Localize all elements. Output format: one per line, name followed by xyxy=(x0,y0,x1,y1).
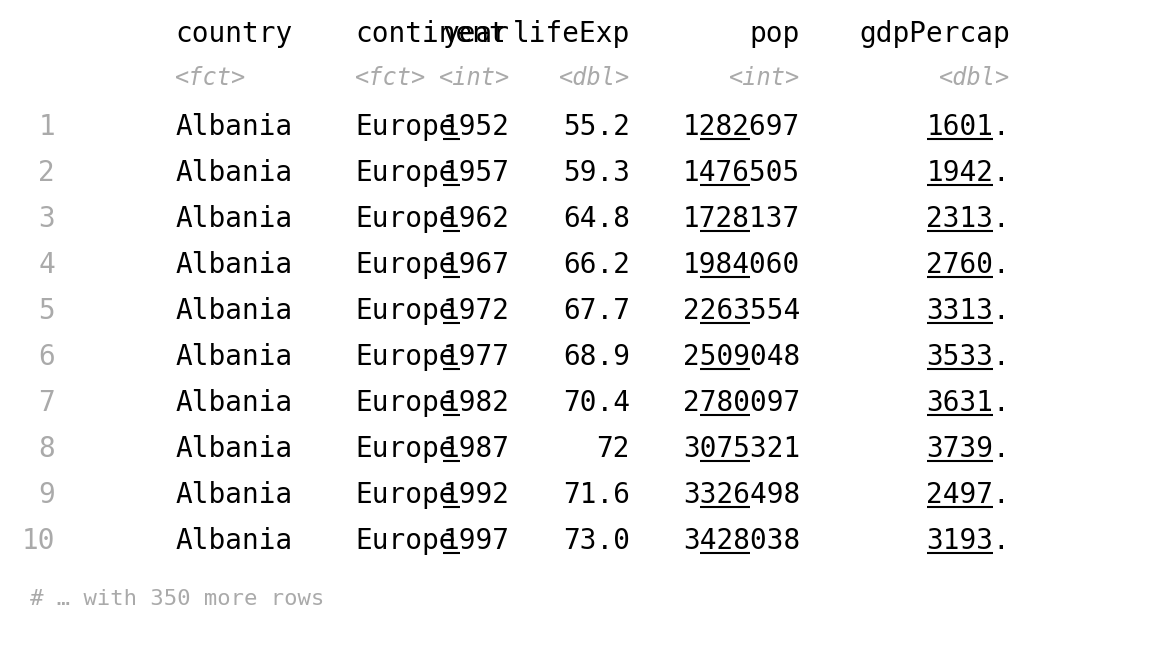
Text: 1942.: 1942. xyxy=(926,159,1010,187)
Text: pop: pop xyxy=(750,20,799,48)
Text: 2760.: 2760. xyxy=(926,251,1010,279)
Text: 3075321: 3075321 xyxy=(683,435,799,463)
Text: Europe: Europe xyxy=(355,159,455,187)
Text: <dbl>: <dbl> xyxy=(939,66,1010,90)
Text: Europe: Europe xyxy=(355,297,455,325)
Text: 3: 3 xyxy=(38,205,55,233)
Text: Europe: Europe xyxy=(355,389,455,417)
Text: Albania: Albania xyxy=(175,343,293,371)
Text: 7: 7 xyxy=(38,389,55,417)
Text: 1984060: 1984060 xyxy=(683,251,799,279)
Text: Albania: Albania xyxy=(175,527,293,555)
Text: 5: 5 xyxy=(38,297,55,325)
Text: Europe: Europe xyxy=(355,481,455,509)
Text: 59.3: 59.3 xyxy=(563,159,630,187)
Text: Albania: Albania xyxy=(175,205,293,233)
Text: <int>: <int> xyxy=(439,66,510,90)
Text: 1601.: 1601. xyxy=(926,113,1010,141)
Text: 55.2: 55.2 xyxy=(563,113,630,141)
Text: Albania: Albania xyxy=(175,251,293,279)
Text: Europe: Europe xyxy=(355,205,455,233)
Text: 4: 4 xyxy=(38,251,55,279)
Text: Albania: Albania xyxy=(175,389,293,417)
Text: 2780097: 2780097 xyxy=(683,389,799,417)
Text: 1997: 1997 xyxy=(444,527,510,555)
Text: 1728137: 1728137 xyxy=(683,205,799,233)
Text: 9: 9 xyxy=(38,481,55,509)
Text: 3326498: 3326498 xyxy=(683,481,799,509)
Text: lifeExp: lifeExp xyxy=(513,20,630,48)
Text: Europe: Europe xyxy=(355,527,455,555)
Text: 3193.: 3193. xyxy=(926,527,1010,555)
Text: 64.8: 64.8 xyxy=(563,205,630,233)
Text: 66.2: 66.2 xyxy=(563,251,630,279)
Text: <int>: <int> xyxy=(729,66,799,90)
Text: <fct>: <fct> xyxy=(355,66,426,90)
Text: Albania: Albania xyxy=(175,435,293,463)
Text: 8: 8 xyxy=(38,435,55,463)
Text: 1476505: 1476505 xyxy=(683,159,799,187)
Text: 3739.: 3739. xyxy=(926,435,1010,463)
Text: 1: 1 xyxy=(38,113,55,141)
Text: 6: 6 xyxy=(38,343,55,371)
Text: Albania: Albania xyxy=(175,113,293,141)
Text: <fct>: <fct> xyxy=(175,66,247,90)
Text: Albania: Albania xyxy=(175,159,293,187)
Text: continent: continent xyxy=(355,20,506,48)
Text: 3428038: 3428038 xyxy=(683,527,799,555)
Text: 2313.: 2313. xyxy=(926,205,1010,233)
Text: 1972: 1972 xyxy=(444,297,510,325)
Text: Albania: Albania xyxy=(175,481,293,509)
Text: 1992: 1992 xyxy=(444,481,510,509)
Text: 73.0: 73.0 xyxy=(563,527,630,555)
Text: 71.6: 71.6 xyxy=(563,481,630,509)
Text: country: country xyxy=(175,20,293,48)
Text: # … with 350 more rows: # … with 350 more rows xyxy=(30,589,324,609)
Text: 70.4: 70.4 xyxy=(563,389,630,417)
Text: 2509048: 2509048 xyxy=(683,343,799,371)
Text: 3533.: 3533. xyxy=(926,343,1010,371)
Text: 2497.: 2497. xyxy=(926,481,1010,509)
Text: 2: 2 xyxy=(38,159,55,187)
Text: 3313.: 3313. xyxy=(926,297,1010,325)
Text: 1952: 1952 xyxy=(444,113,510,141)
Text: 3631.: 3631. xyxy=(926,389,1010,417)
Text: gdpPercap: gdpPercap xyxy=(859,20,1010,48)
Text: 1987: 1987 xyxy=(444,435,510,463)
Text: Europe: Europe xyxy=(355,343,455,371)
Text: 72: 72 xyxy=(597,435,630,463)
Text: <dbl>: <dbl> xyxy=(559,66,630,90)
Text: 68.9: 68.9 xyxy=(563,343,630,371)
Text: 1282697: 1282697 xyxy=(683,113,799,141)
Text: Europe: Europe xyxy=(355,113,455,141)
Text: 1977: 1977 xyxy=(444,343,510,371)
Text: 67.7: 67.7 xyxy=(563,297,630,325)
Text: 2263554: 2263554 xyxy=(683,297,799,325)
Text: year: year xyxy=(444,20,510,48)
Text: 1962: 1962 xyxy=(444,205,510,233)
Text: 1957: 1957 xyxy=(444,159,510,187)
Text: 1967: 1967 xyxy=(444,251,510,279)
Text: 1982: 1982 xyxy=(444,389,510,417)
Text: Europe: Europe xyxy=(355,435,455,463)
Text: Albania: Albania xyxy=(175,297,293,325)
Text: 10: 10 xyxy=(22,527,55,555)
Text: Europe: Europe xyxy=(355,251,455,279)
